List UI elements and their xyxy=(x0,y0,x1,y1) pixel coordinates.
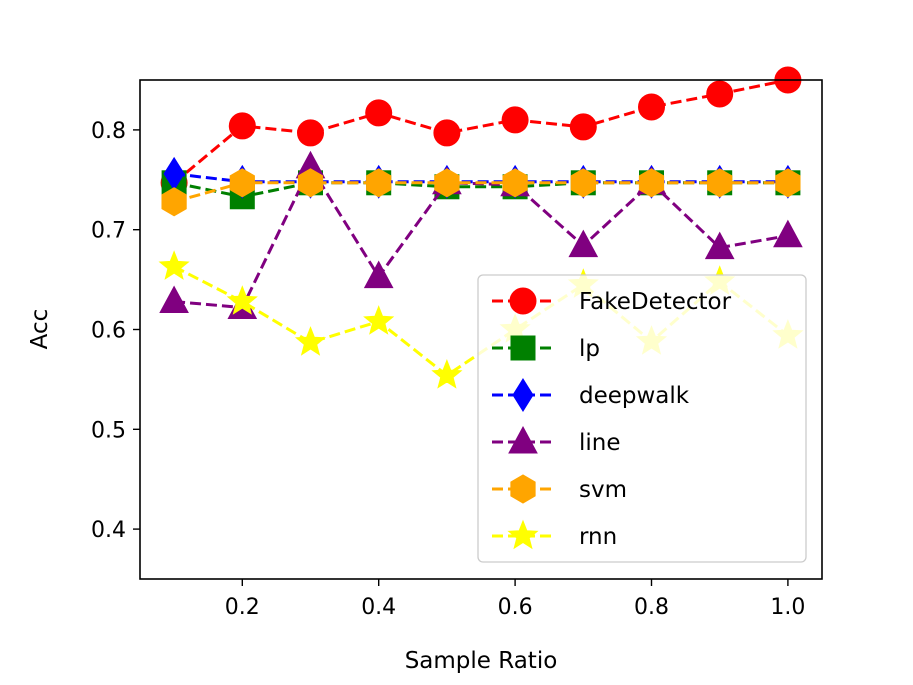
data-point-rnn xyxy=(431,359,463,389)
data-point-svm xyxy=(570,168,596,198)
data-point-rnn xyxy=(226,285,258,315)
data-point-line xyxy=(568,229,599,258)
legend-marker-line xyxy=(508,425,538,454)
legend-marker-FakeDetector xyxy=(509,287,537,315)
legend-item-svm: svm xyxy=(492,474,627,504)
y-axis: 0.4 0.5 0.6 0.7 0.8 xyxy=(91,119,140,543)
data-point-svm xyxy=(638,168,665,198)
y-tick-label: 0.4 xyxy=(91,518,126,543)
data-point-FakeDetector xyxy=(706,80,734,108)
legend-label: lp xyxy=(579,336,600,362)
legend-label: deepwalk xyxy=(579,383,690,409)
data-point-svm xyxy=(434,168,460,198)
data-point-svm xyxy=(229,168,255,198)
x-axis-label: Sample Ratio xyxy=(405,648,558,674)
data-point-FakeDetector xyxy=(569,113,597,141)
legend-label: svm xyxy=(579,477,627,503)
legend-marker-lp xyxy=(510,335,536,361)
legend-item-rnn: rnn xyxy=(492,519,617,550)
y-tick-label: 0.7 xyxy=(91,219,126,244)
data-point-line xyxy=(363,260,394,289)
legend-label: line xyxy=(579,430,621,456)
data-point-svm xyxy=(707,168,733,198)
series-layer xyxy=(158,66,804,389)
data-point-FakeDetector xyxy=(433,119,461,147)
data-point-svm xyxy=(161,187,187,217)
data-point-rnn xyxy=(294,326,327,356)
data-point-FakeDetector xyxy=(365,99,393,127)
legend-marker-deepwalk xyxy=(512,378,534,412)
data-point-svm xyxy=(775,168,801,198)
x-tick-label: 0.2 xyxy=(225,595,260,620)
data-point-svm xyxy=(502,168,528,198)
series-line-svm xyxy=(173,181,788,204)
data-point-svm xyxy=(366,168,392,198)
legend-frame xyxy=(477,274,807,563)
legend-item-deepwalk: deepwalk xyxy=(492,378,690,412)
x-tick-label: 0.8 xyxy=(634,595,669,620)
x-tick-label: 0.4 xyxy=(361,595,396,620)
legend-label: FakeDetector xyxy=(579,289,732,315)
legend-label: rnn xyxy=(579,524,617,550)
data-point-rnn xyxy=(158,250,190,280)
data-point-FakeDetector xyxy=(297,119,324,147)
y-axis-label: Acc xyxy=(27,309,53,350)
y-tick-label: 0.6 xyxy=(91,319,126,344)
data-point-FakeDetector xyxy=(228,112,256,140)
y-tick-label: 0.8 xyxy=(91,119,126,144)
data-point-rnn xyxy=(363,305,395,335)
legend-item-FakeDetector: FakeDetector xyxy=(492,287,732,315)
data-point-svm xyxy=(297,168,324,198)
x-axis: 0.2 0.4 0.6 0.8 1.0 xyxy=(225,579,805,620)
data-point-line xyxy=(159,285,189,314)
data-point-line xyxy=(704,231,735,260)
legend-marker-rnn xyxy=(507,519,539,550)
legend-item-line: line xyxy=(492,425,621,456)
legend: FakeDetector lp deepwalk line svm rnn xyxy=(477,274,807,563)
data-point-FakeDetector xyxy=(638,93,665,121)
y-tick-label: 0.5 xyxy=(91,418,126,443)
data-point-line xyxy=(773,219,803,248)
x-tick-label: 0.6 xyxy=(498,595,533,620)
data-point-FakeDetector xyxy=(501,106,529,134)
legend-item-lp: lp xyxy=(492,335,600,362)
legend-marker-svm xyxy=(510,474,536,504)
series-svm xyxy=(161,168,801,217)
x-tick-label: 1.0 xyxy=(770,595,805,620)
